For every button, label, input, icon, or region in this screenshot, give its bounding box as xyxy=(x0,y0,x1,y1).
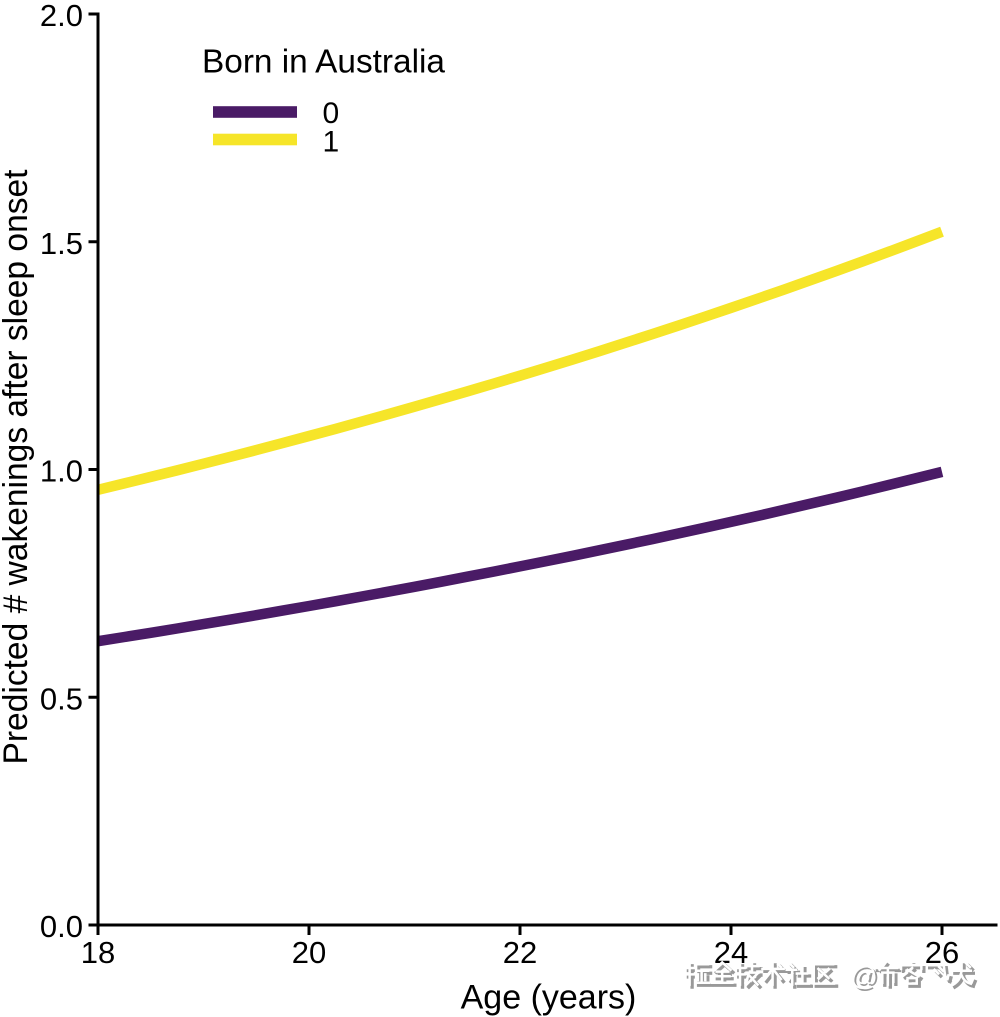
svg-text:Born in Australia: Born in Australia xyxy=(202,43,446,80)
svg-text:1.0: 1.0 xyxy=(40,454,83,489)
svg-text:1: 1 xyxy=(323,126,340,159)
svg-text:20: 20 xyxy=(292,935,326,970)
svg-text:1.5: 1.5 xyxy=(40,226,83,261)
svg-text:18: 18 xyxy=(81,935,115,970)
svg-text:@: @ xyxy=(850,961,877,991)
svg-text:Age (years): Age (years) xyxy=(461,979,637,1017)
svg-text:0: 0 xyxy=(323,97,340,130)
svg-text:0.5: 0.5 xyxy=(40,681,83,716)
svg-text:2.0: 2.0 xyxy=(40,0,83,33)
svg-text:Predicted # wakenings after sl: Predicted # wakenings after sleep onset xyxy=(0,169,35,765)
svg-text:@: @ xyxy=(852,963,879,993)
svg-text:0.0: 0.0 xyxy=(40,909,83,944)
svg-text:22: 22 xyxy=(503,935,537,970)
